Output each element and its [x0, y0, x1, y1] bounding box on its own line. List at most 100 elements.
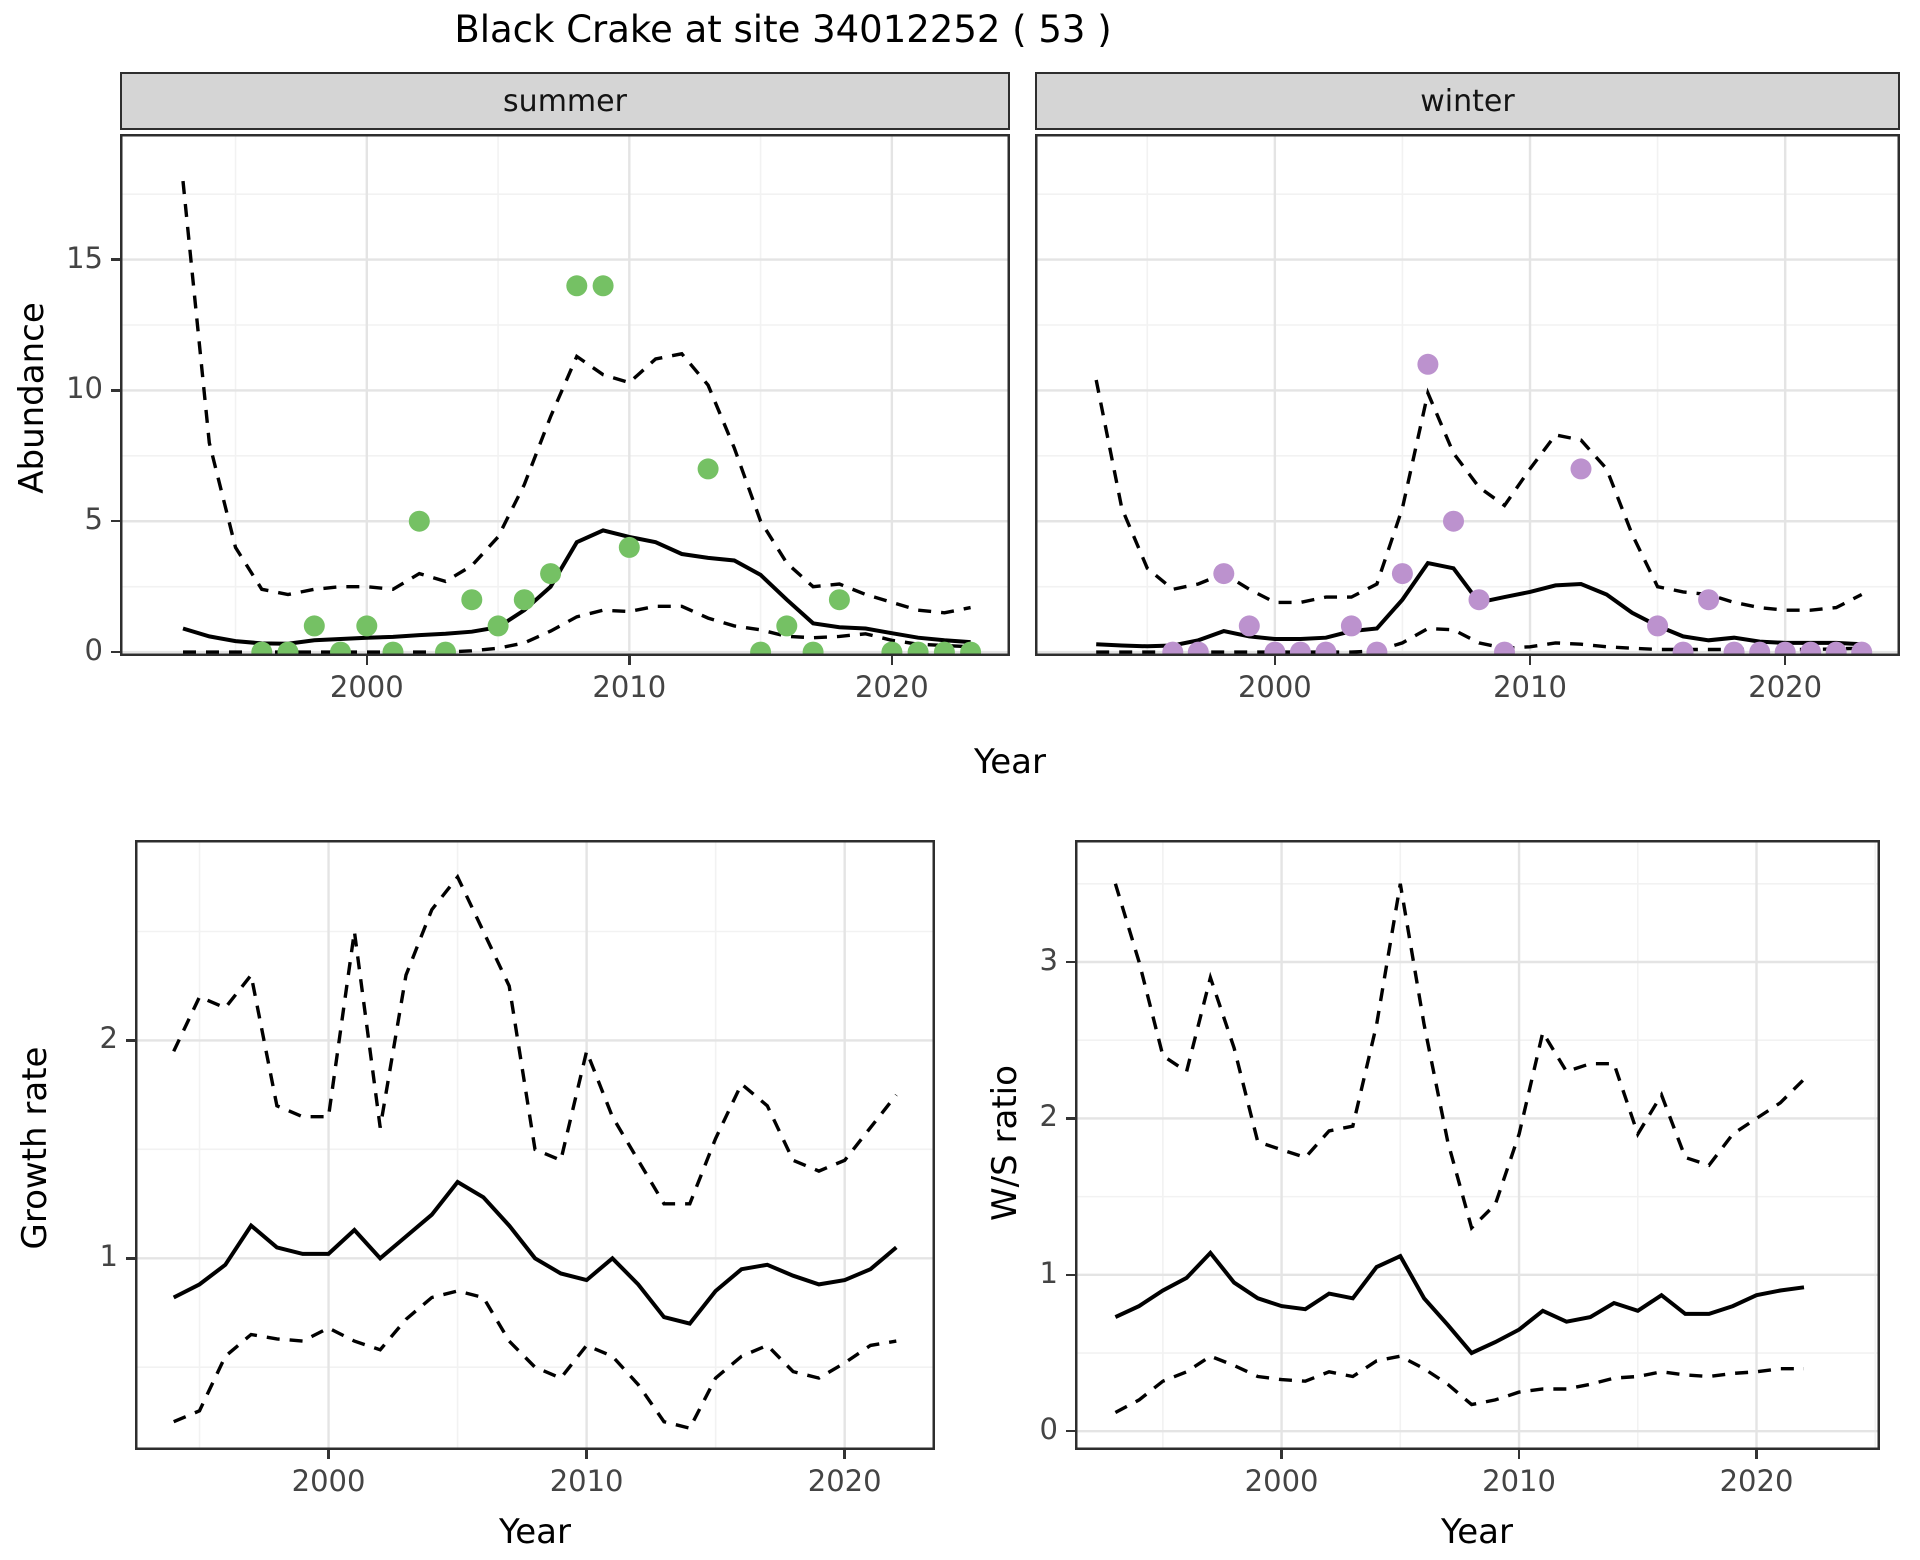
upper-ci-line	[181, 180, 971, 615]
data-point	[1800, 641, 1822, 656]
y-tick-label: 15	[66, 240, 103, 275]
data-point	[1315, 641, 1337, 656]
data-point	[330, 641, 351, 656]
y-tick-mark	[1066, 1117, 1075, 1120]
data-point	[1187, 641, 1209, 656]
data-point	[1851, 641, 1873, 656]
x-axis-title-year-bottom-left: Year	[499, 1512, 571, 1552]
data-point	[933, 641, 955, 656]
x-tick-label: 2020	[1719, 1464, 1794, 1498]
y-tick-label: 3	[1039, 943, 1058, 977]
panel-border	[1075, 840, 1880, 1450]
data-point	[303, 615, 325, 637]
y-tick-mark	[111, 519, 120, 523]
x-tick-mark	[1517, 1450, 1521, 1459]
lower-ci-line	[1114, 1354, 1804, 1415]
plot-title: Black Crake at site 34012252 ( 53 )	[454, 8, 1112, 51]
growth-rate-panel	[135, 840, 935, 1450]
data-point	[960, 641, 982, 656]
x-axis-title-year-bottom-right: Year	[1441, 1512, 1513, 1552]
data-point	[1494, 641, 1515, 656]
data-point	[1825, 641, 1847, 656]
data-point	[1162, 641, 1184, 656]
data-point	[776, 615, 798, 637]
data-point	[1238, 615, 1260, 637]
panel-border	[1035, 134, 1900, 656]
y-tick-label: 1	[1039, 1255, 1058, 1290]
x-tick-label: 2020	[807, 1464, 882, 1498]
x-tick-label: 2000	[291, 1464, 366, 1498]
x-tick-mark	[365, 656, 369, 665]
y-tick-label: 5	[84, 502, 103, 537]
data-point	[1570, 458, 1592, 480]
ws-ratio-panel	[1075, 840, 1880, 1450]
median-line	[182, 528, 971, 646]
x-tick-mark	[843, 1450, 846, 1459]
x-tick-mark	[1280, 1450, 1283, 1459]
data-point	[1391, 563, 1413, 585]
y-tick-mark	[1066, 1429, 1075, 1433]
data-point	[540, 563, 562, 585]
data-point	[750, 641, 772, 656]
data-point	[592, 275, 614, 297]
x-tick-label: 2010	[1482, 1464, 1556, 1498]
data-point	[1774, 641, 1796, 656]
winter-abundance-panel	[1035, 134, 1900, 656]
x-tick-label: 2000	[1237, 670, 1312, 704]
data-point	[1647, 615, 1669, 637]
median-line	[172, 1179, 898, 1326]
x-tick-label: 2020	[1748, 670, 1823, 704]
x-tick-mark	[628, 656, 631, 665]
data-point	[1366, 641, 1388, 656]
y-tick-mark	[126, 1257, 135, 1260]
x-tick-mark	[1783, 656, 1787, 665]
y-tick-mark	[111, 650, 120, 654]
data-point	[356, 615, 378, 637]
y-tick-label: 2	[99, 1021, 118, 1056]
x-tick-mark	[890, 656, 894, 665]
data-point	[1443, 510, 1464, 532]
data-point	[828, 589, 850, 611]
data-point	[1340, 615, 1362, 637]
data-point	[1749, 641, 1771, 656]
x-tick-mark	[1755, 1450, 1758, 1459]
facet-strip-summer: summer	[120, 72, 1010, 130]
y-tick-label: 10	[66, 371, 103, 406]
lower-ci-line	[173, 1289, 897, 1431]
data-point	[566, 275, 588, 297]
x-tick-mark	[585, 1450, 588, 1459]
data-point	[697, 458, 719, 480]
data-point	[907, 641, 929, 656]
x-tick-label: 2000	[329, 670, 404, 704]
data-point	[881, 641, 903, 656]
y-tick-label: 2	[1039, 1099, 1058, 1134]
x-tick-label: 2020	[854, 670, 929, 704]
data-point	[435, 641, 456, 656]
data-point	[1468, 589, 1490, 611]
y-tick-label: 1	[99, 1239, 118, 1274]
y-tick-mark	[1066, 960, 1075, 964]
facet-strip-winter: winter	[1035, 72, 1900, 130]
data-point	[277, 641, 299, 656]
data-point	[1213, 563, 1235, 585]
data-point	[251, 641, 273, 656]
panel-border	[120, 134, 1010, 656]
data-point	[1264, 641, 1286, 656]
y-tick-mark	[126, 1039, 135, 1042]
x-tick-label: 2010	[592, 670, 667, 704]
panel-border	[135, 840, 935, 1450]
data-point	[1672, 641, 1694, 656]
x-tick-label: 2010	[1493, 670, 1567, 704]
y-tick-mark	[1066, 1273, 1075, 1277]
x-tick-mark	[1273, 656, 1277, 665]
facet-strip-summer-label: summer	[503, 83, 627, 119]
data-point	[1723, 641, 1745, 656]
median-line	[1114, 1249, 1805, 1356]
x-tick-mark	[1528, 656, 1532, 665]
y-tick-mark	[111, 258, 120, 261]
facet-strip-winter-label: winter	[1420, 83, 1515, 119]
lower-ci-line	[183, 604, 971, 654]
data-point	[1417, 353, 1439, 375]
data-point	[802, 641, 824, 656]
